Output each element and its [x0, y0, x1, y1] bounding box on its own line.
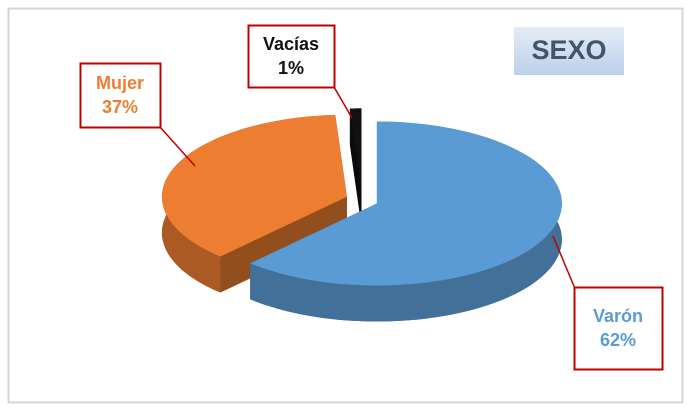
label-box: [573, 286, 664, 371]
title-box: [514, 27, 624, 75]
leader-line: [159, 126, 196, 167]
label-box: [79, 62, 162, 129]
value-label: 37%: [102, 97, 138, 117]
category-label: Vacías: [263, 34, 319, 54]
category-label: Mujer: [96, 73, 144, 93]
slice: [250, 121, 562, 286]
labels: Varón 62% Mujer 37% Vacías 1%: [79, 24, 664, 371]
slice: [349, 108, 362, 191]
value-label: 1%: [278, 58, 304, 78]
leader-line: [333, 86, 353, 119]
label-box: [247, 24, 336, 89]
chart-title: SEXO: [531, 35, 606, 65]
leader-line: [552, 235, 577, 292]
slice: [161, 114, 347, 257]
category-label: Varón: [593, 306, 643, 326]
pie: [161, 108, 562, 322]
value-label: 62%: [600, 330, 636, 350]
